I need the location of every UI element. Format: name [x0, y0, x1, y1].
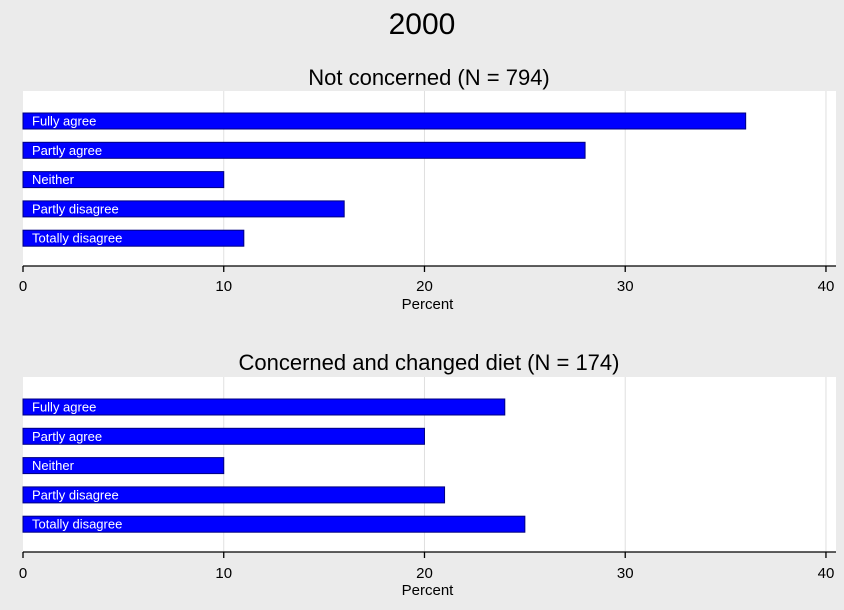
figure-title: 2000: [388, 8, 456, 41]
x-tick-label: 10: [215, 278, 232, 295]
bar-label: Totally disagree: [32, 517, 122, 532]
x-tick-label: 40: [818, 278, 835, 295]
bar-label: Fully agree: [32, 400, 96, 415]
panel-concerned-changed-diet: Concerned and changed diet (N = 174) Ful…: [19, 350, 836, 599]
panel-title: Not concerned (N = 794): [308, 65, 550, 90]
x-tick-label: 40: [818, 565, 835, 582]
x-axis-label: Percent: [402, 582, 455, 599]
x-tick-label: 20: [416, 278, 433, 295]
bar-label: Partly agree: [32, 429, 102, 444]
bar-fully-agree: [22, 398, 506, 416]
bar-partly-disagree: [22, 486, 446, 504]
bar-neither: [22, 457, 225, 475]
bar-label: Neither: [32, 172, 75, 187]
bar-label: Neither: [32, 458, 75, 473]
bar-neither: [22, 171, 225, 189]
bar-fully-agree: [22, 112, 747, 130]
bar-totally-disagree: [22, 229, 245, 247]
bar-label: Partly agree: [32, 143, 102, 158]
bar-label: Fully agree: [32, 114, 96, 129]
panel-not-concerned: Not concerned (N = 794) Fully agree Partl…: [19, 65, 836, 313]
bar-partly-disagree: [22, 200, 345, 218]
x-tick-label: 0: [19, 565, 27, 582]
x-tick-label: 30: [617, 565, 634, 582]
bar-label: Partly disagree: [32, 201, 119, 216]
x-axis-label: Percent: [402, 296, 455, 313]
x-tick-label: 0: [19, 278, 27, 295]
x-tick-label: 20: [416, 565, 433, 582]
x-tick-label: 30: [617, 278, 634, 295]
panel-title: Concerned and changed diet (N = 174): [239, 350, 620, 375]
bar-partly-agree: [22, 141, 586, 159]
x-tick-label: 10: [215, 565, 232, 582]
bar-label: Totally disagree: [32, 231, 122, 246]
bar-label: Partly disagree: [32, 487, 119, 502]
bar-partly-agree: [22, 427, 425, 445]
bar-totally-disagree: [22, 515, 526, 533]
